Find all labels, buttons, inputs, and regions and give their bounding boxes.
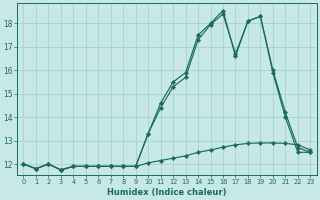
X-axis label: Humidex (Indice chaleur): Humidex (Indice chaleur) xyxy=(107,188,227,197)
